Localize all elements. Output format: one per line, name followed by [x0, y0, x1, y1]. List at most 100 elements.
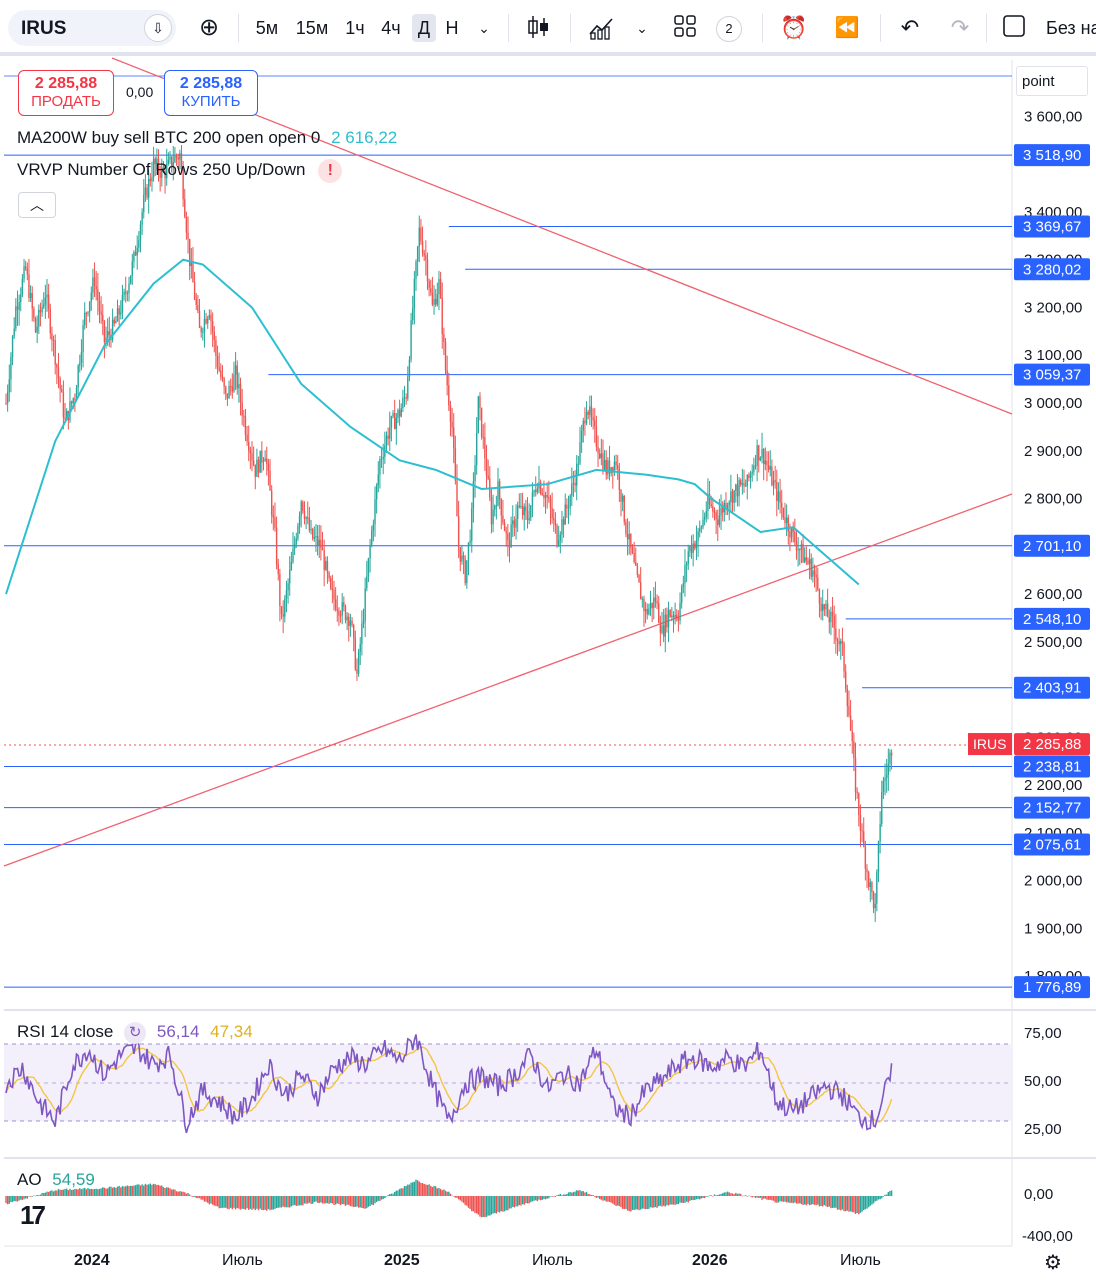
ao-bar — [359, 1196, 361, 1208]
candle — [779, 478, 781, 514]
timeframe-1h[interactable]: 1ч — [345, 18, 365, 38]
timeframe-dropdown-icon[interactable]: ⌄ — [478, 20, 490, 36]
ma-legend[interactable]: MA200W buy sell BTC 200 open open 0 2 61… — [17, 128, 397, 148]
ao-bar — [503, 1196, 506, 1212]
redo-icon[interactable]: ↷ — [950, 15, 970, 40]
candle — [877, 840, 880, 883]
candle — [305, 516, 307, 530]
ao-bar — [479, 1196, 481, 1217]
layout-count-badge[interactable]: 2 — [716, 16, 742, 42]
candle — [277, 558, 279, 581]
undo-icon[interactable]: ↶ — [900, 15, 920, 40]
timeframe-5m[interactable]: 5м — [255, 18, 279, 38]
sell-button[interactable]: 2 285,88 ПРОДАТЬ — [18, 70, 114, 116]
compare-symbol-icon[interactable]: ⇩ — [144, 14, 172, 42]
ao-bar — [418, 1181, 420, 1196]
candle — [439, 271, 442, 299]
candle — [689, 545, 691, 558]
ao-bar — [26, 1196, 29, 1199]
ao-bar — [448, 1191, 450, 1196]
candle — [357, 648, 360, 677]
svg-text:2 238,81: 2 238,81 — [1023, 759, 1081, 776]
candle — [141, 208, 143, 235]
candle — [246, 425, 248, 446]
candle — [177, 153, 179, 169]
candle — [480, 407, 483, 440]
ao-bar — [285, 1196, 288, 1208]
candle — [557, 525, 560, 547]
ao-bar — [530, 1196, 532, 1203]
candle — [666, 607, 668, 633]
save-layout-button[interactable]: Без на — [1046, 18, 1096, 38]
ao-legend[interactable]: AO 54,59 — [17, 1170, 95, 1190]
rsi-legend[interactable]: RSI 14 close ↻ 56,14 47,34 — [17, 1022, 253, 1044]
ao-bar — [80, 1189, 83, 1196]
ao-bar — [223, 1196, 225, 1208]
ao-bar — [261, 1196, 263, 1210]
ao-bar — [438, 1187, 440, 1196]
refresh-icon[interactable]: ↻ — [124, 1022, 147, 1044]
ao-bar — [866, 1196, 868, 1209]
candles-style-icon[interactable] — [524, 14, 552, 42]
timeframe-15m[interactable]: 15м — [295, 18, 329, 38]
collapse-legend-button[interactable]: ︿ — [18, 192, 56, 218]
add-symbol-icon[interactable]: ⊕ — [198, 14, 220, 41]
timeframe-day[interactable]: Д — [412, 14, 436, 42]
vrvp-legend[interactable]: VRVP Number Of Rows 250 Up/Down ! — [17, 159, 343, 183]
ao-bar — [795, 1196, 798, 1204]
ao-bar — [525, 1196, 527, 1204]
candle — [762, 447, 765, 481]
ao-bar — [129, 1185, 132, 1196]
ao-bar — [354, 1196, 357, 1207]
ao-bar — [52, 1191, 55, 1196]
layout-grid-icon[interactable] — [670, 14, 700, 42]
candle — [325, 556, 327, 571]
svg-text:1 776,89: 1 776,89 — [1023, 979, 1081, 996]
symbol-name[interactable]: IRUS — [21, 18, 67, 39]
candle — [41, 299, 43, 317]
ao-bar — [664, 1196, 666, 1207]
indicators-icon[interactable] — [586, 14, 616, 42]
candle — [80, 339, 83, 371]
ao-bar — [74, 1188, 76, 1196]
ao-bar — [200, 1196, 202, 1200]
tradingview-logo[interactable]: 17 — [20, 1200, 46, 1230]
ao-bar — [205, 1196, 207, 1202]
ao-bar — [8, 1196, 10, 1204]
ao-bar — [157, 1184, 160, 1196]
fullscreen-square-icon[interactable] — [1000, 14, 1028, 42]
warning-icon[interactable]: ! — [318, 159, 343, 183]
buy-button[interactable]: 2 285,88 КУПИТЬ — [164, 70, 258, 116]
ao-bar — [300, 1196, 302, 1206]
candle — [251, 441, 253, 472]
settings-gear-icon[interactable]: ⚙ — [1044, 1252, 1062, 1274]
candle — [733, 489, 735, 512]
ao-bar — [307, 1196, 309, 1204]
ao-bar — [620, 1196, 622, 1208]
ao-bar — [254, 1196, 256, 1211]
candle — [708, 480, 711, 510]
symbol-search[interactable]: IRUS ⇩ — [8, 10, 176, 46]
ao-bar — [231, 1196, 234, 1210]
ao-bar — [490, 1196, 493, 1215]
candle — [323, 539, 325, 587]
candle — [656, 594, 658, 610]
candle — [393, 399, 396, 430]
indicators-dropdown-icon[interactable]: ⌄ — [636, 20, 648, 36]
timeframe-week[interactable]: Н — [445, 18, 459, 38]
candle — [867, 870, 870, 891]
replay-icon[interactable]: ⏪ — [834, 17, 860, 39]
ao-bar — [725, 1192, 727, 1196]
ao-bar — [831, 1196, 834, 1208]
ao-bar — [546, 1196, 548, 1199]
ao-bar — [390, 1193, 393, 1196]
candle — [193, 271, 196, 301]
candle — [425, 240, 427, 276]
candle — [139, 220, 142, 253]
candle — [254, 464, 256, 490]
ao-bar — [817, 1196, 819, 1205]
alert-clock-icon[interactable]: ⏰ — [780, 15, 808, 40]
price-axis-unit[interactable]: point — [1016, 66, 1088, 96]
timeframe-4h[interactable]: 4ч — [381, 18, 401, 38]
